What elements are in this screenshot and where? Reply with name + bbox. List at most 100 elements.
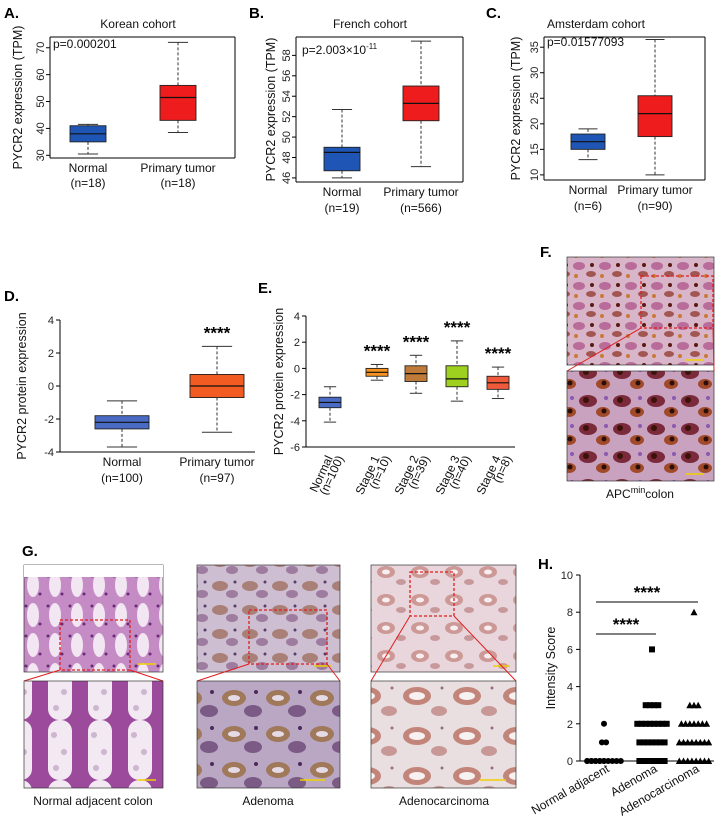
data-point-square bbox=[655, 702, 662, 709]
zoom-connector-line bbox=[129, 669, 164, 682]
significance-stars: **** bbox=[613, 615, 640, 634]
data-point-triangle bbox=[705, 757, 713, 764]
zoom-connector-line bbox=[326, 663, 341, 682]
y-tick-label: 0 bbox=[294, 363, 300, 375]
category-count: (n=6) bbox=[574, 199, 602, 213]
data-point-triangle bbox=[690, 608, 698, 616]
y-axis-label: PYCR2 expression (TPM) bbox=[509, 37, 523, 181]
panel-d: D. -4 -2 0 2 4 PYCR2 protein expression **** No… bbox=[4, 288, 255, 485]
zoom-box bbox=[59, 619, 131, 671]
panel-letter-h: H. bbox=[538, 556, 553, 573]
data-point-triangle bbox=[703, 720, 711, 727]
category-count: (n=18) bbox=[160, 176, 195, 190]
y-tick-label: 46 bbox=[281, 172, 293, 184]
zoom-connector-line bbox=[370, 615, 411, 682]
p-value-annotation: p=0.01577093 bbox=[547, 35, 624, 49]
zoom-connector-line bbox=[196, 663, 250, 682]
category-label: Primary tumor bbox=[179, 455, 254, 469]
data-point-square bbox=[640, 739, 647, 746]
data-point-square bbox=[661, 758, 668, 764]
category-label: Primary tumor bbox=[383, 185, 458, 199]
cohort-title-b: French cohort bbox=[333, 17, 408, 31]
data-point-circle bbox=[598, 739, 605, 746]
y-tick-label: 60 bbox=[35, 69, 47, 81]
chart-a: 30 40 50 60 70 PYCR2 expression (TPM) p=0.0002… bbox=[11, 26, 236, 190]
data-point-circle bbox=[603, 739, 610, 746]
data-point-square bbox=[653, 739, 660, 746]
category-label: Normal bbox=[569, 183, 608, 197]
category-count: (n=90) bbox=[637, 199, 672, 213]
category-label: Normal bbox=[323, 185, 362, 199]
y-axis-label: PYCR2 expression (TPM) bbox=[264, 38, 278, 182]
panel-letter-a: A. bbox=[4, 5, 19, 22]
panel-c: C. Amsterdam cohort 10 15 20 25 30 35 PYCR2 ex… bbox=[486, 5, 706, 213]
data-point-square bbox=[644, 758, 651, 764]
y-tick-label: 0 bbox=[567, 756, 573, 768]
significance-stars: **** bbox=[403, 332, 430, 351]
y-tick-label: -2 bbox=[44, 414, 54, 426]
y-tick-label: -4 bbox=[44, 447, 54, 459]
y-tick-label: -2 bbox=[290, 390, 300, 402]
data-point-square bbox=[642, 702, 649, 709]
data-point-square bbox=[649, 739, 655, 746]
caption-min-superscript: min bbox=[631, 485, 646, 495]
y-axis-label: Intensity Score bbox=[544, 627, 558, 710]
data-point-square bbox=[657, 739, 664, 746]
significance-stars: **** bbox=[204, 323, 231, 342]
data-point-square bbox=[651, 702, 658, 709]
chart-d: -4 -2 0 2 4 PYCR2 protein expression **** Norma… bbox=[15, 312, 255, 485]
histology-image-normal-zoom bbox=[23, 680, 164, 789]
data-point-square bbox=[649, 646, 655, 653]
category-label: Primary tumor bbox=[617, 183, 692, 197]
category-label: Normal bbox=[69, 161, 108, 175]
y-tick-label: 0 bbox=[48, 381, 54, 393]
cohort-title-a: Korean cohort bbox=[100, 17, 176, 31]
image-caption-adenoma: Adenoma bbox=[242, 794, 294, 808]
histology-image-adenocarcinoma-zoom bbox=[370, 680, 517, 789]
panel-letter-b: B. bbox=[249, 5, 264, 22]
y-tick-label: 25 bbox=[529, 92, 541, 104]
y-tick-label: 54 bbox=[281, 90, 293, 102]
y-tick-label: 8 bbox=[567, 607, 573, 619]
box-0 bbox=[323, 146, 361, 172]
panel-a: A. Korean cohort 30 40 50 60 70 PYCR2 express… bbox=[4, 5, 236, 190]
y-tick-label: 48 bbox=[281, 151, 293, 163]
category-count: (n=97) bbox=[199, 471, 234, 485]
y-tick-label: 50 bbox=[281, 131, 293, 143]
box-1 bbox=[637, 95, 673, 138]
panel-letter-c: C. bbox=[486, 5, 501, 22]
panel-e: E. -6 -4 -2 0 2 4 PYCR2 protein expression ****… bbox=[258, 280, 515, 497]
category-count: (n=19) bbox=[324, 201, 359, 215]
y-axis-label: PYCR2 expression (TPM) bbox=[11, 26, 25, 170]
y-tick-label: -4 bbox=[290, 416, 300, 428]
y-tick-label: 10 bbox=[529, 169, 541, 181]
category-label: Primary tumor bbox=[140, 161, 215, 175]
zoom-connector-line bbox=[453, 615, 517, 682]
panel-letter-e: E. bbox=[258, 280, 272, 297]
significance-stars: **** bbox=[485, 344, 512, 363]
y-tick-label: 50 bbox=[35, 95, 47, 107]
caption-colon: colon bbox=[645, 487, 674, 501]
image-caption-f: APCmincolon bbox=[606, 485, 674, 501]
y-tick-label: 2 bbox=[294, 337, 300, 349]
histology-image-normal-overview bbox=[23, 564, 164, 673]
y-tick-label: 2 bbox=[567, 719, 573, 731]
p-value-text: p=0.000201 bbox=[53, 37, 117, 51]
data-point-square bbox=[644, 739, 651, 746]
significance-stars: **** bbox=[444, 318, 471, 337]
panel-g: G. Normal adjacent colon Adenoma Adenoca… bbox=[22, 543, 517, 808]
chart-c: 10 15 20 25 30 35 PYCR2 expression (TPM) p=0.01… bbox=[509, 35, 706, 213]
p-value-annotation: p=0.000201 bbox=[53, 37, 117, 51]
zoom-box bbox=[248, 609, 328, 665]
p-value-text: p=0.01577093 bbox=[547, 35, 624, 49]
zoom-box bbox=[640, 275, 714, 329]
significance-stars: **** bbox=[634, 583, 661, 602]
histology-image-apcmin-zoom bbox=[566, 370, 715, 482]
y-tick-label: -6 bbox=[290, 442, 300, 454]
y-tick-label: 58 bbox=[281, 49, 293, 61]
histology-image-adenoma-zoom bbox=[196, 680, 341, 789]
data-point-triangle bbox=[694, 701, 702, 709]
data-point-square bbox=[646, 702, 653, 709]
